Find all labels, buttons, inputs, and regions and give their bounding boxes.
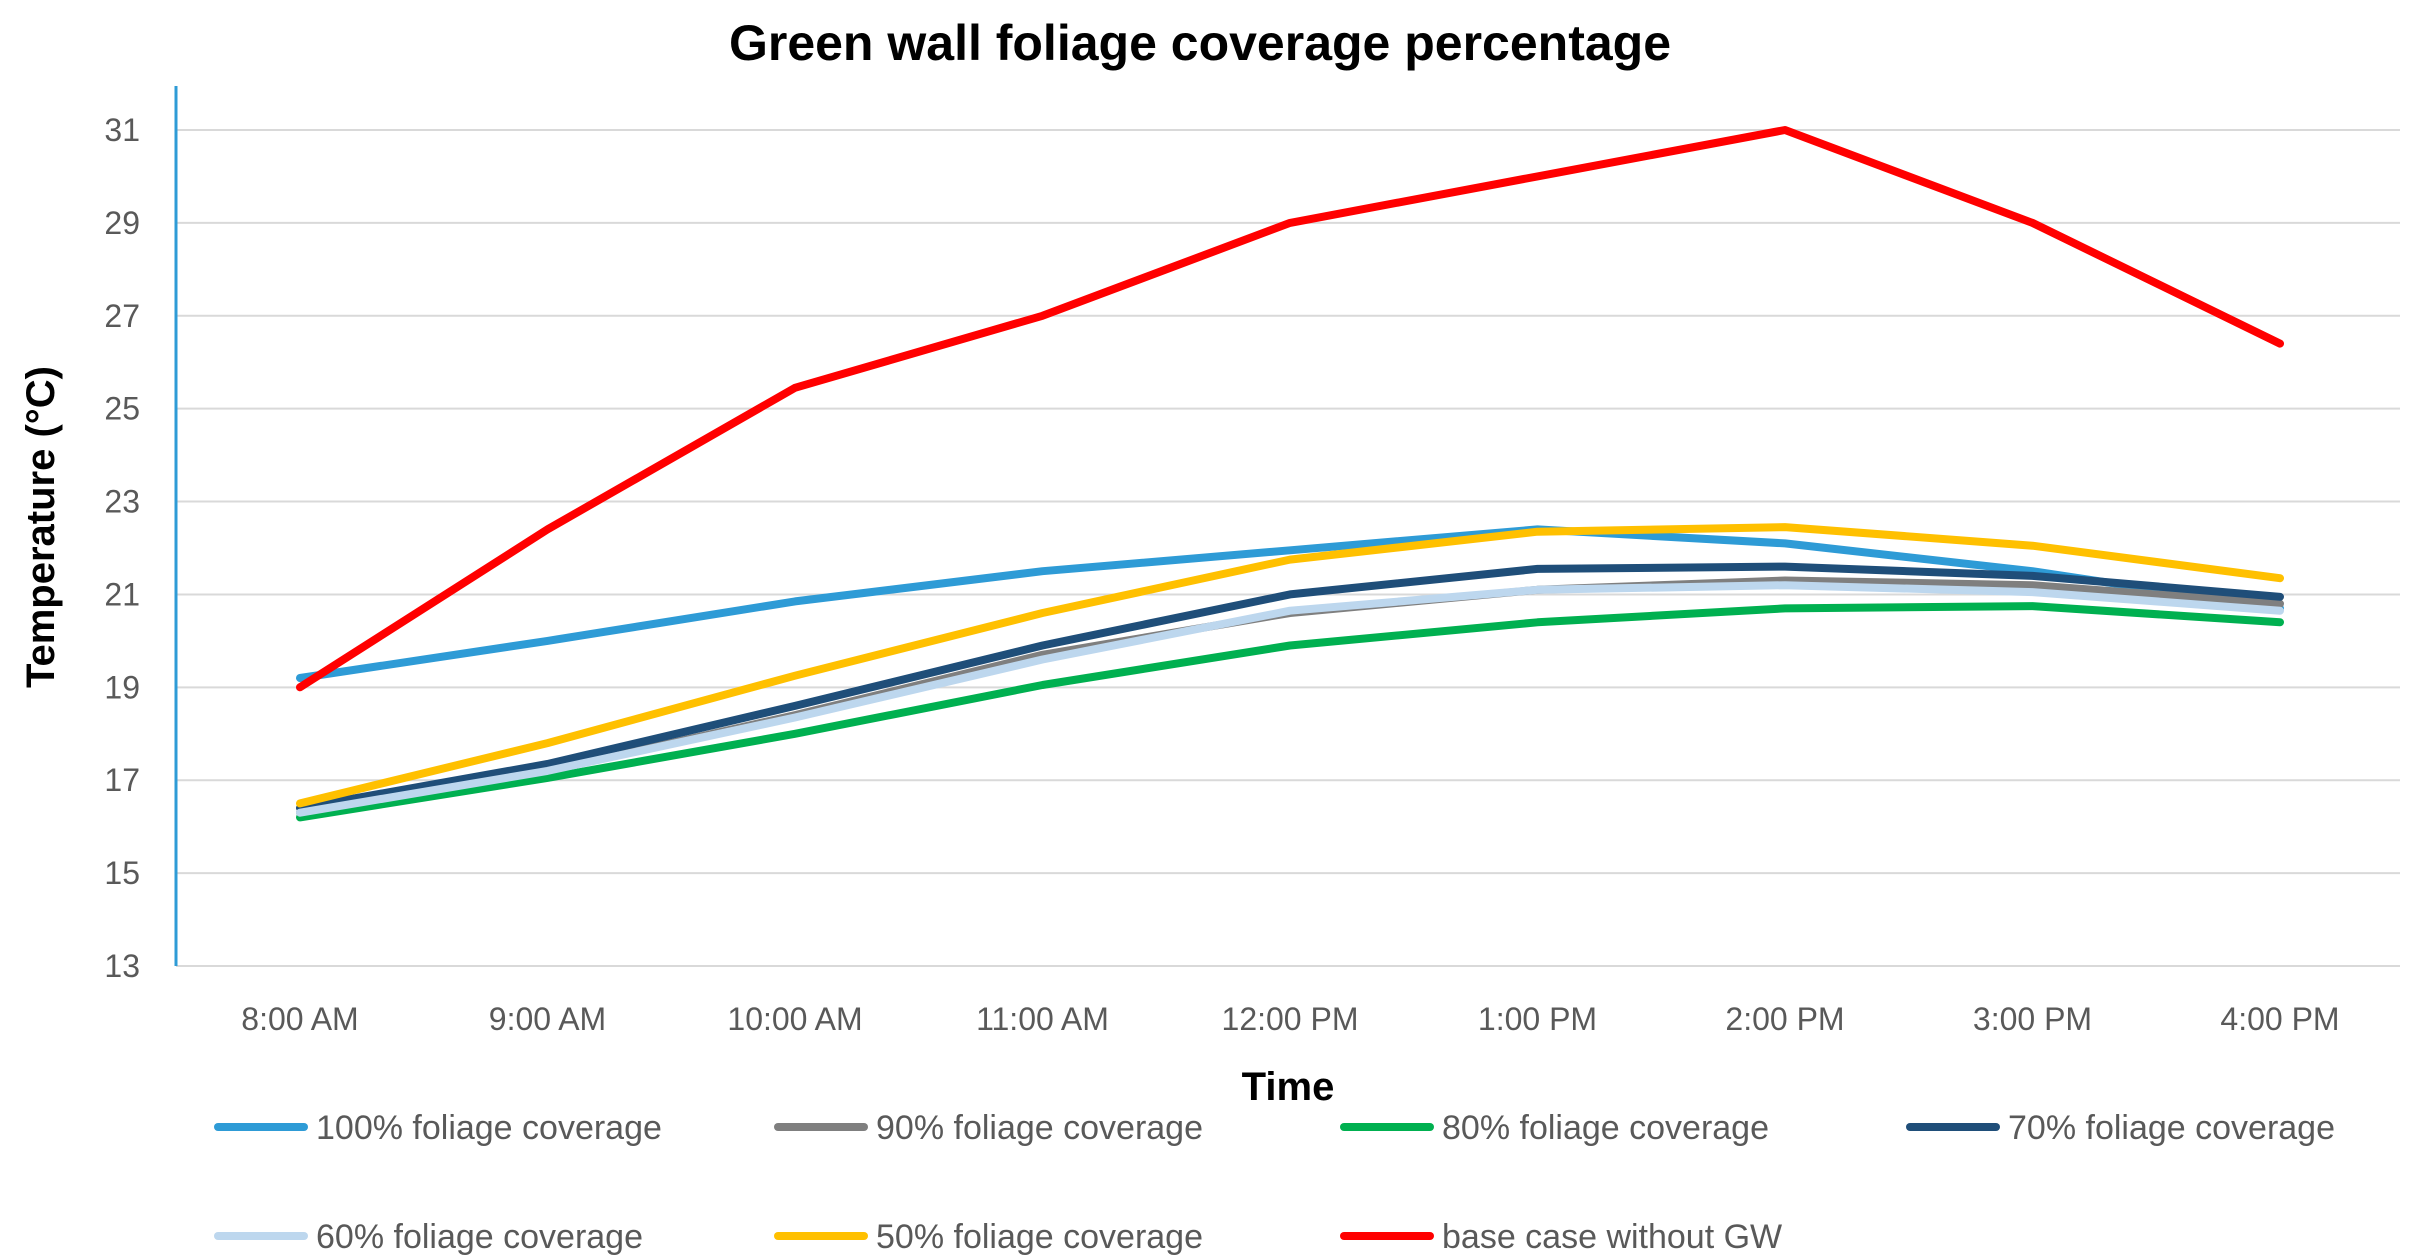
chart-title: Green wall foliage coverage percentage xyxy=(729,15,1671,71)
legend-item-6: base case without GW xyxy=(1340,1218,1782,1256)
legend-item-4: 60% foliage coverage xyxy=(214,1218,643,1256)
series-line-2 xyxy=(296,602,2284,822)
series-line-5 xyxy=(296,523,2284,808)
x-tick-label: 11:00 AM xyxy=(976,1001,1109,1037)
legend-label: 80% foliage coverage xyxy=(1442,1109,1769,1147)
x-tick-labels: 8:00 AM 9:00 AM 10:00 AM 11:00 AM 12:00 PM 1:… xyxy=(241,1001,2339,1037)
y-tick-label: 29 xyxy=(104,205,140,241)
y-tick-label: 23 xyxy=(104,484,140,520)
legend-label: 70% foliage coverage xyxy=(2008,1109,2335,1147)
legend-item-3: 70% foliage coverage xyxy=(1906,1109,2335,1147)
series-line-3 xyxy=(296,562,2284,813)
legend-item-2: 80% foliage coverage xyxy=(1340,1109,1769,1147)
y-axis-title: Temperature (°C) xyxy=(19,366,63,688)
x-tick-label: 12:00 PM xyxy=(1222,1001,1359,1037)
y-tick-label: 25 xyxy=(104,391,140,427)
x-tick-label: 3:00 PM xyxy=(1973,1001,2092,1037)
legend-label: 50% foliage coverage xyxy=(876,1218,1203,1256)
legend-item-5: 50% foliage coverage xyxy=(774,1218,1203,1256)
legend-label: 60% foliage coverage xyxy=(316,1218,643,1256)
series-line-0 xyxy=(296,525,2284,682)
y-tick-label: 21 xyxy=(104,576,140,612)
y-tick-label: 13 xyxy=(104,948,140,984)
series-lines xyxy=(296,126,2284,822)
y-tick-label: 27 xyxy=(104,298,140,334)
x-tick-label: 4:00 PM xyxy=(2220,1001,2339,1037)
x-axis-title: Time xyxy=(1242,1065,1335,1109)
series-line-4 xyxy=(296,581,2284,817)
x-tick-label: 1:00 PM xyxy=(1478,1001,1597,1037)
legend-item-1: 90% foliage coverage xyxy=(774,1109,1203,1147)
series-line-6 xyxy=(296,126,2284,692)
x-tick-label: 10:00 AM xyxy=(727,1001,862,1037)
y-tick-label: 31 xyxy=(104,112,140,148)
y-tick-labels: 13 15 17 19 21 23 25 27 29 31 xyxy=(104,112,140,984)
legend-label: 100% foliage coverage xyxy=(316,1109,662,1147)
y-tick-label: 19 xyxy=(104,669,140,705)
legend-item-0: 100% foliage coverage xyxy=(214,1109,662,1147)
y-tick-label: 17 xyxy=(104,762,140,798)
legend-label: 90% foliage coverage xyxy=(876,1109,1203,1147)
series-line-1 xyxy=(296,576,2284,817)
x-tick-label: 9:00 AM xyxy=(489,1001,606,1037)
y-tick-label: 15 xyxy=(104,855,140,891)
legend-label: base case without GW xyxy=(1442,1218,1782,1256)
x-tick-label: 8:00 AM xyxy=(241,1001,358,1037)
legend: 100% foliage coverage 90% foliage coverag… xyxy=(214,1109,2335,1256)
x-tick-label: 2:00 PM xyxy=(1725,1001,1844,1037)
